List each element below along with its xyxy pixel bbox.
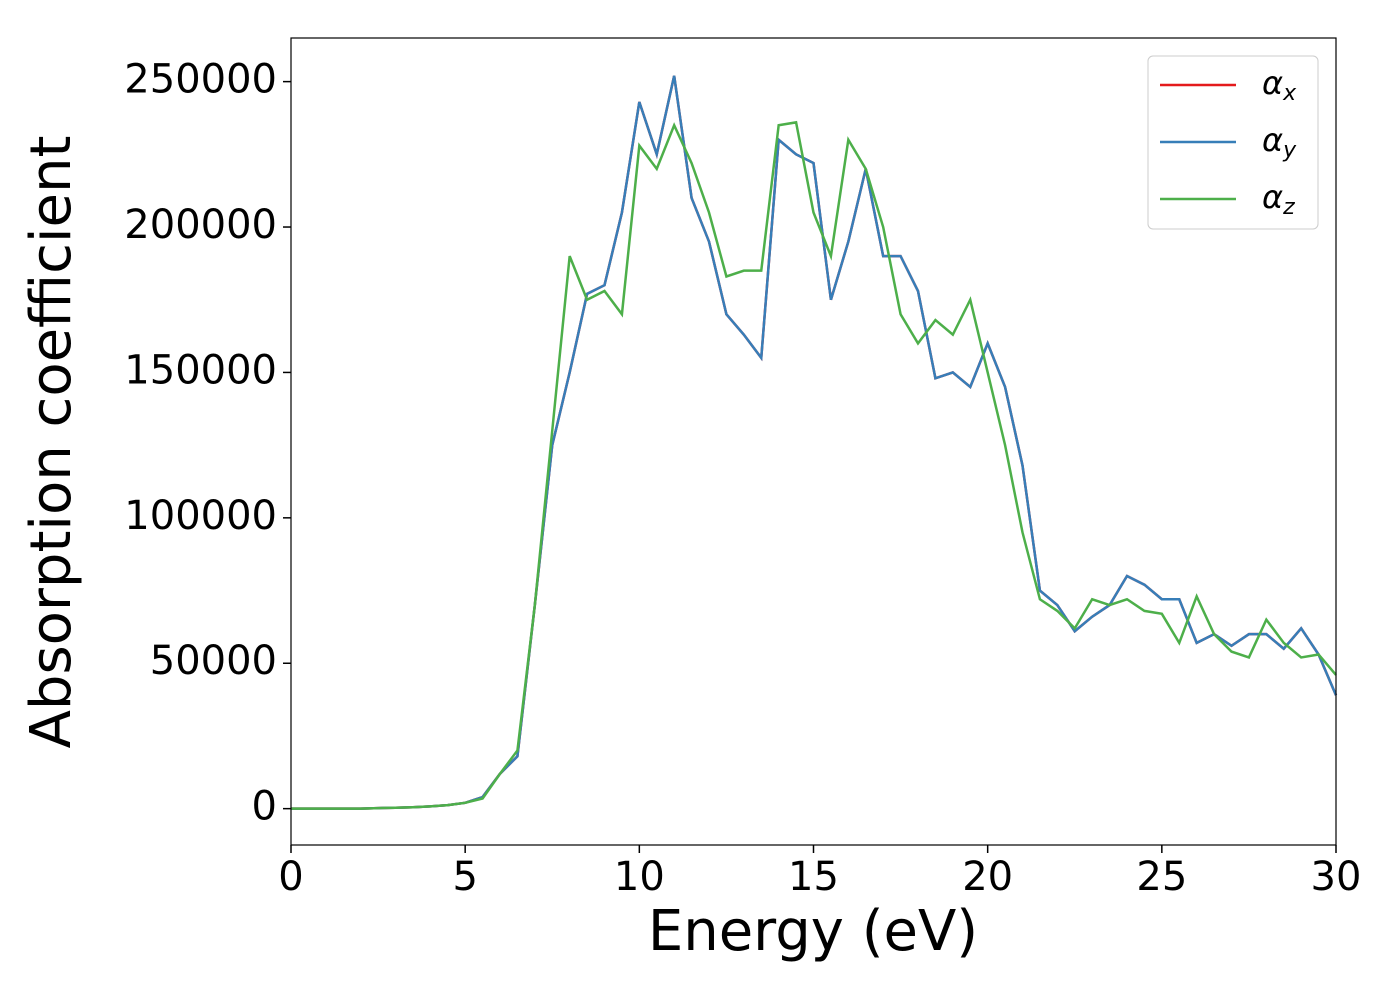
x-tick-label: 0: [278, 854, 303, 900]
x-tick-label: 10: [614, 854, 665, 900]
legend-label: αy: [1262, 121, 1297, 163]
x-tick-label: 30: [1311, 854, 1362, 900]
legend: αx αy αz: [1147, 55, 1319, 230]
legend-label: αz: [1262, 178, 1295, 220]
plot-frame: [290, 37, 1337, 846]
y-tick-label: 250000: [124, 57, 277, 103]
x-tick-label: 15: [788, 854, 839, 900]
y-tick-label: 150000: [124, 347, 277, 393]
y-tick-label: 50000: [150, 638, 277, 684]
x-tick-label: 25: [1136, 854, 1187, 900]
x-axis-label: Energy (eV): [648, 899, 978, 964]
y-axis-label: Absorption coefficient: [19, 136, 84, 749]
series-line: [291, 120, 1337, 810]
y-tick-label: 0: [252, 784, 277, 830]
y-tick-label: 200000: [124, 202, 277, 248]
x-tick-label: 20: [962, 854, 1013, 900]
legend-label: αx: [1262, 64, 1297, 106]
x-tick-label: 5: [452, 854, 477, 900]
y-tick-label: 100000: [124, 493, 277, 539]
